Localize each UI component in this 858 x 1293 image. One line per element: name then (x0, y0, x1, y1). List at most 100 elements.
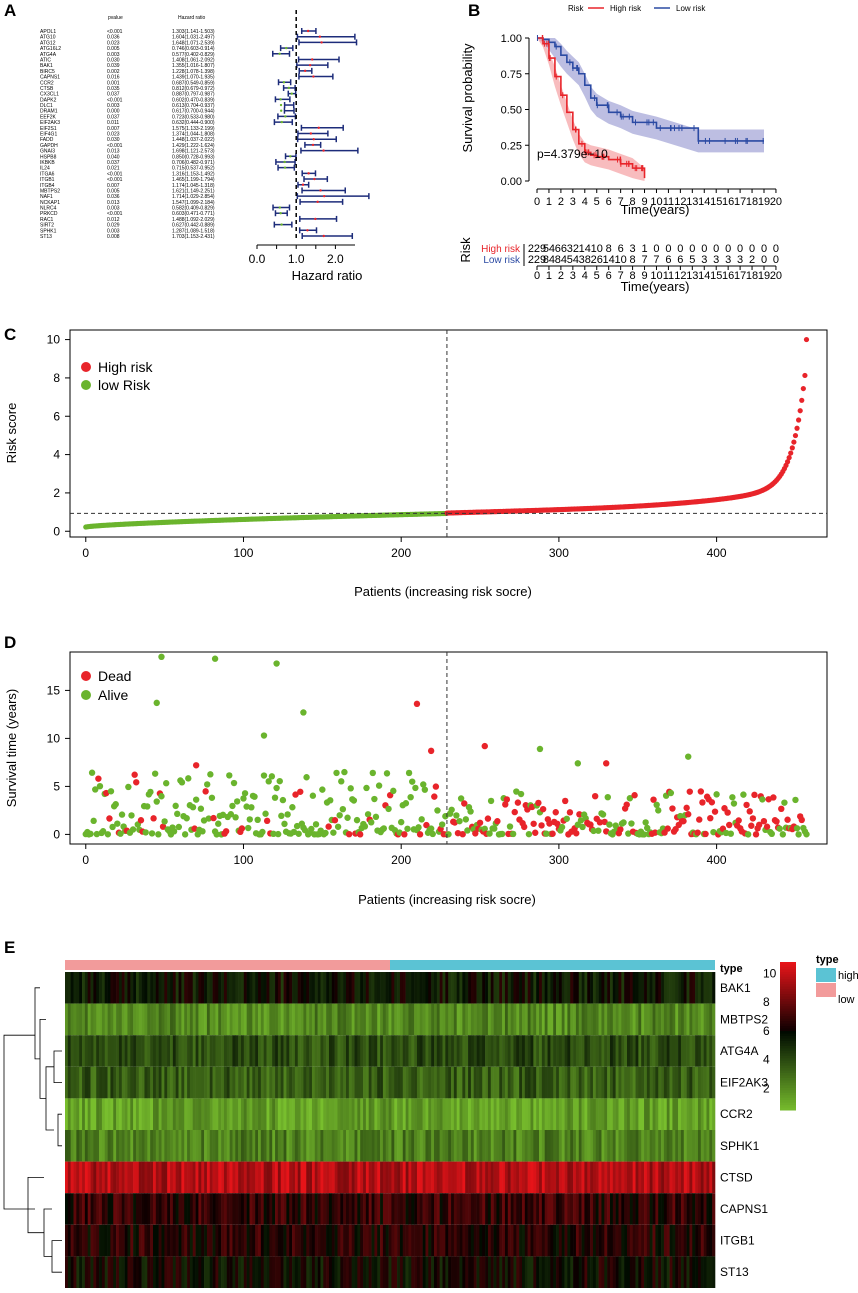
heatmap-cell (343, 1035, 347, 1067)
heatmap-cell (621, 1161, 625, 1194)
heatmap-cell (587, 1193, 591, 1225)
heatmap-cell (164, 1003, 168, 1036)
heatmap-cell (368, 1066, 372, 1099)
heatmap-cell (155, 1130, 159, 1162)
survival-point (155, 831, 162, 838)
heatmap-cell (343, 1098, 347, 1130)
heatmap-cell (587, 1035, 591, 1067)
heatmap-gene-label: BAK1 (720, 981, 751, 995)
survival-point (650, 796, 657, 803)
heatmap-cell (499, 1161, 503, 1194)
heatmap-cell (124, 1098, 128, 1130)
heatmap-cell (573, 1256, 577, 1288)
heatmap-cell (360, 1224, 364, 1257)
heatmap-cell (164, 1256, 168, 1288)
heatmap-cell (189, 1256, 194, 1288)
survival-point (148, 830, 156, 837)
heatmap-cell (116, 1193, 120, 1225)
survival-point (599, 811, 607, 818)
km-x-tick-label: 15 (710, 196, 722, 208)
heatmap-cell (584, 1130, 588, 1162)
heatmap-cell (144, 1130, 148, 1162)
heatmap-cell (456, 1130, 460, 1162)
heatmap-cell (198, 1256, 202, 1288)
heatmap-cell (357, 1256, 361, 1288)
heatmap-cell (90, 1130, 94, 1162)
heatmap-cell (448, 1066, 452, 1099)
panel-letter-c: C (4, 325, 16, 344)
heatmap-cell (311, 1224, 316, 1257)
heatmap-cell (249, 1066, 253, 1099)
heatmap-cell (232, 1224, 236, 1257)
heatmap-cell (306, 972, 310, 1004)
heatmap-cell (79, 1066, 83, 1099)
heatmap-cell (683, 1098, 687, 1130)
heatmap-cell (712, 1161, 716, 1194)
heatmap-cell (161, 1098, 165, 1130)
heatmap-cell (255, 1193, 259, 1225)
heatmap-cell (184, 972, 188, 1004)
heatmap-cell (703, 1193, 707, 1225)
heatmap-cell (138, 1193, 142, 1225)
heatmap-cell (431, 1066, 435, 1099)
heatmap-cell (130, 1066, 134, 1099)
heatmap-cell (487, 1098, 492, 1130)
heatmap-cell (164, 1161, 168, 1194)
heatmap-cell (575, 1035, 580, 1067)
heatmap-cell (198, 1161, 202, 1194)
heatmap-cell (536, 1003, 540, 1036)
heatmap-cell (402, 1193, 406, 1225)
heatmap-cell (96, 1161, 100, 1194)
heatmap-cell (155, 1035, 159, 1067)
heatmap-cell (116, 1035, 120, 1067)
heatmap-cell (155, 1224, 159, 1257)
heatmap-cell (695, 1161, 699, 1194)
heatmap-cell (655, 1003, 659, 1036)
heatmap-cell (621, 1256, 625, 1288)
heatmap-cell (419, 1098, 423, 1130)
heatmap-cell (258, 1256, 262, 1288)
colorbar-segment (780, 1036, 796, 1039)
heatmap-cell (638, 1066, 642, 1099)
heatmap-cell (246, 1003, 250, 1036)
heatmap-cell (695, 1224, 699, 1257)
forest-hr-text: 1.698(1.121-2.573) (172, 149, 215, 155)
survival-point (338, 778, 345, 785)
heatmap-cell (382, 1066, 387, 1099)
heatmap-cell (232, 1130, 236, 1162)
heatmap-cell (195, 972, 199, 1004)
heatmap-cell (226, 1035, 230, 1067)
survival-point (137, 817, 145, 824)
survival-point (432, 783, 440, 790)
heatmap-cell (340, 1256, 344, 1288)
heatmap-cell (521, 1256, 526, 1288)
heatmap-cell (587, 1098, 591, 1130)
heatmap-cell (76, 1161, 80, 1194)
heatmap-cell (416, 1224, 421, 1257)
heatmap-cell (113, 1161, 117, 1194)
heatmap-cell (541, 1035, 545, 1067)
heatmap-cell (320, 972, 324, 1004)
heatmap-cell (348, 1130, 352, 1162)
heatmap-cell (130, 972, 134, 1004)
heatmap-cell (697, 1003, 702, 1036)
risk-score-point (792, 432, 799, 439)
heatmap-cell (476, 1256, 480, 1288)
heatmap-cell (697, 1256, 702, 1288)
heatmap-cell (87, 1161, 91, 1194)
heatmap-cell (275, 1035, 279, 1067)
heatmap-cell (144, 972, 148, 1004)
heatmap-cell (661, 1003, 665, 1036)
heatmap-cell (150, 1066, 154, 1099)
heatmap-cell (67, 1256, 71, 1288)
heatmap-cell (624, 972, 628, 1004)
heatmap-cell (255, 1256, 259, 1288)
forest-gene-label: FADD (40, 137, 54, 143)
heatmap-cell (646, 1161, 651, 1194)
heatmap-cell (297, 1003, 301, 1036)
heatmap-cell (195, 1130, 199, 1162)
heatmap-cell (158, 1066, 162, 1099)
heatmap-cell (311, 1161, 316, 1194)
heatmap-cell (363, 972, 367, 1004)
heatmap-cell (306, 1193, 310, 1225)
